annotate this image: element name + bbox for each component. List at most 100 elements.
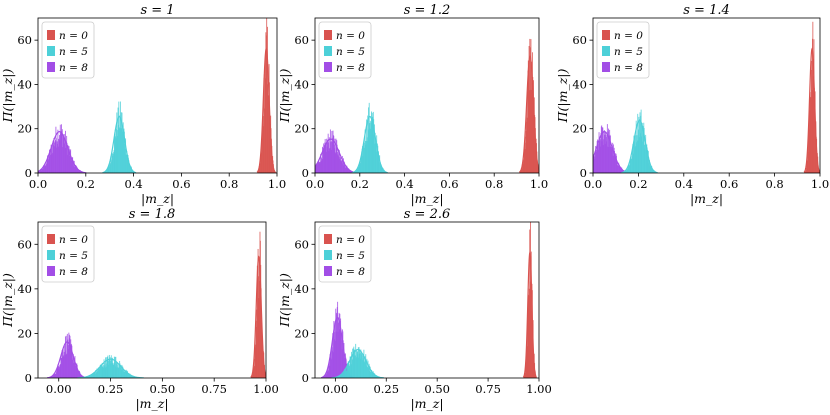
legend-swatch bbox=[602, 30, 610, 40]
plot-area bbox=[47, 231, 267, 378]
y-tick-label: 20 bbox=[17, 326, 32, 340]
histogram-bar bbox=[588, 169, 589, 173]
x-tick-label: 0.8 bbox=[485, 177, 503, 191]
series-n5 bbox=[331, 343, 384, 378]
y-axis-label: Π(|m_z|) bbox=[277, 273, 292, 328]
legend-entry: n = 0 bbox=[336, 30, 365, 42]
histogram-bar bbox=[590, 167, 591, 173]
y-tick-label: 40 bbox=[294, 77, 309, 91]
density-curve bbox=[621, 119, 658, 173]
series-n8 bbox=[38, 124, 87, 173]
legend-swatch bbox=[324, 266, 332, 276]
legend-swatch bbox=[47, 250, 55, 260]
y-tick-label: 20 bbox=[17, 122, 32, 136]
histogram-bar bbox=[587, 169, 588, 173]
legend-swatch bbox=[324, 234, 332, 244]
chart-panel-4: 0.00 0.25 0.50 0.75 1.00 0 20 40 60 s = 1.8 |m_z| Π… bbox=[0, 207, 279, 411]
density-curve bbox=[38, 130, 87, 173]
x-axis-label: |m_z| bbox=[690, 191, 723, 206]
histogram-bar bbox=[310, 172, 311, 173]
legend: n = 0 n = 5 n = 8 bbox=[318, 21, 372, 79]
density-curve bbox=[315, 138, 358, 173]
histogram-bar bbox=[313, 168, 314, 173]
y-axis-label: Π(|m_z|) bbox=[0, 273, 15, 328]
x-tick-label: 1.0 bbox=[530, 177, 548, 191]
y-tick-label: 40 bbox=[17, 282, 32, 296]
legend-swatch bbox=[324, 46, 332, 56]
x-tick-label: 0.2 bbox=[629, 177, 647, 191]
y-tick-label: 0 bbox=[302, 166, 309, 180]
histogram-bar bbox=[540, 172, 541, 173]
legend-entry: n = 8 bbox=[336, 62, 365, 74]
histogram-bar bbox=[588, 166, 589, 173]
legend-swatch bbox=[47, 266, 55, 276]
chart-title: s = 1.8 bbox=[129, 207, 176, 222]
axes-frame bbox=[314, 17, 540, 174]
series-n0 bbox=[250, 231, 267, 378]
legend: n = 0 n = 5 n = 8 bbox=[318, 225, 372, 283]
x-tick-label: 0.2 bbox=[77, 177, 95, 191]
x-axis-label: |m_z| bbox=[135, 396, 168, 411]
x-tick-label: 0.00 bbox=[46, 382, 72, 396]
x-tick-label: 0.25 bbox=[98, 382, 124, 396]
legend-entry: n = 5 bbox=[336, 250, 365, 262]
histogram-bar bbox=[588, 167, 589, 173]
histogram-bar bbox=[540, 172, 541, 173]
histogram-bar bbox=[309, 172, 310, 173]
y-tick-label: 20 bbox=[294, 122, 309, 136]
plot-area bbox=[587, 21, 820, 173]
legend-entry: n = 0 bbox=[614, 30, 643, 42]
plot-area bbox=[320, 222, 537, 378]
histogram-bar bbox=[311, 171, 312, 173]
x-tick-label: 0.6 bbox=[720, 177, 738, 191]
histogram-bar bbox=[314, 169, 315, 173]
chart-title: s = 1.2 bbox=[404, 3, 451, 18]
histogram-bar bbox=[309, 171, 310, 173]
x-tick-label: 1.0 bbox=[811, 177, 829, 191]
x-tick-label: 0.75 bbox=[475, 382, 501, 396]
series-n0 bbox=[256, 18, 277, 173]
histogram-bar bbox=[587, 169, 588, 173]
legend-swatch bbox=[47, 30, 55, 40]
legend-entry: n = 0 bbox=[59, 30, 88, 42]
x-tick-label: 0.2 bbox=[351, 177, 369, 191]
histogram-bar bbox=[266, 377, 267, 378]
x-tick-label: 0.0 bbox=[29, 177, 47, 191]
y-tick-label: 20 bbox=[294, 326, 309, 340]
series-n5 bbox=[621, 109, 658, 173]
axes-frame bbox=[592, 17, 821, 174]
x-axis-label: |m_z| bbox=[410, 396, 443, 411]
legend-entry: n = 5 bbox=[59, 46, 88, 58]
density-curve bbox=[102, 115, 137, 173]
legend-entry: n = 5 bbox=[336, 46, 365, 58]
legend: n = 0 n = 5 n = 8 bbox=[596, 21, 650, 79]
series-n8 bbox=[47, 332, 87, 378]
y-tick-label: 60 bbox=[17, 33, 32, 47]
y-tick-label: 40 bbox=[17, 77, 32, 91]
axes-frame bbox=[37, 17, 278, 174]
y-tick-label: 0 bbox=[25, 166, 32, 180]
legend-swatch bbox=[47, 62, 55, 72]
legend-swatch bbox=[602, 46, 610, 56]
histogram-bar bbox=[591, 162, 592, 173]
legend: n = 0 n = 5 n = 8 bbox=[41, 21, 95, 79]
y-axis-label: Π(|m_z|) bbox=[277, 69, 292, 124]
x-tick-label: 0.6 bbox=[172, 177, 190, 191]
x-tick-label: 1.0 bbox=[268, 177, 286, 191]
plot-area bbox=[309, 38, 541, 173]
y-axis-label: Π(|m_z|) bbox=[555, 69, 570, 124]
x-tick-label: 0.4 bbox=[675, 177, 693, 191]
x-tick-label: 0.75 bbox=[201, 382, 227, 396]
y-tick-label: 60 bbox=[17, 237, 32, 251]
y-tick-label: 20 bbox=[572, 122, 587, 136]
histogram-bar bbox=[590, 164, 591, 173]
histogram-bar bbox=[589, 169, 590, 173]
x-axis-label: |m_z| bbox=[141, 191, 174, 206]
y-tick-label: 40 bbox=[294, 282, 309, 296]
y-tick-label: 0 bbox=[302, 371, 309, 385]
y-tick-label: 60 bbox=[294, 33, 309, 47]
histogram-bar bbox=[590, 164, 591, 173]
density-curve bbox=[593, 130, 630, 173]
y-axis-label: Π(|m_z|) bbox=[0, 69, 15, 124]
